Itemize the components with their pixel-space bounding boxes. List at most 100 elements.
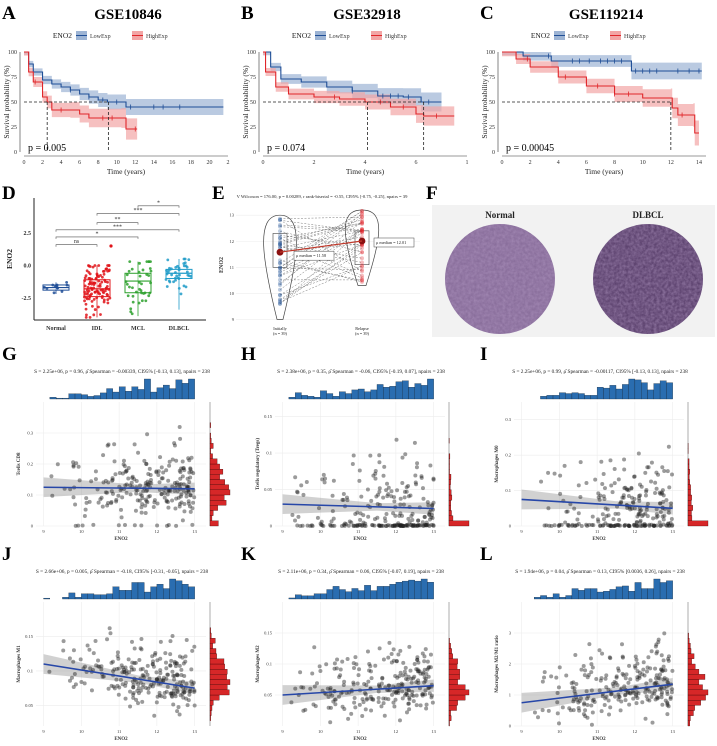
data-point bbox=[83, 290, 86, 294]
data-point bbox=[665, 700, 670, 705]
data-point bbox=[310, 671, 315, 676]
y-tick-label: 25 bbox=[489, 125, 495, 131]
data-point bbox=[650, 691, 655, 696]
data-point bbox=[85, 643, 90, 648]
data-point bbox=[130, 679, 135, 684]
data-point bbox=[653, 676, 658, 681]
data-point bbox=[151, 505, 156, 510]
histogram-bar-right bbox=[448, 694, 466, 701]
data-point bbox=[360, 279, 364, 284]
data-point bbox=[278, 236, 282, 241]
panel-letter: I bbox=[480, 344, 487, 365]
data-point bbox=[192, 495, 197, 500]
data-point bbox=[571, 708, 576, 713]
data-point bbox=[377, 523, 382, 528]
data-point bbox=[604, 695, 609, 700]
data-point bbox=[643, 523, 648, 528]
histogram-bar-right bbox=[687, 653, 695, 659]
data-point bbox=[360, 246, 364, 251]
histogram-bar-top bbox=[559, 392, 566, 400]
data-point bbox=[366, 679, 371, 684]
data-point bbox=[590, 710, 595, 715]
pair-line bbox=[279, 223, 363, 245]
chart-title: GSE10846 bbox=[94, 7, 162, 23]
data-point bbox=[398, 670, 403, 675]
y-tick-label: 0.2 bbox=[27, 462, 33, 467]
legend-label: LowExp bbox=[329, 34, 350, 40]
data-point bbox=[166, 258, 170, 262]
data-point bbox=[171, 691, 176, 696]
data-point bbox=[94, 663, 99, 668]
x-tick-label: Normal bbox=[46, 326, 66, 332]
data-point bbox=[115, 683, 120, 688]
data-point bbox=[386, 523, 391, 528]
data-point bbox=[349, 711, 354, 716]
data-point bbox=[130, 267, 134, 271]
histogram-bar-top bbox=[395, 582, 403, 600]
data-point bbox=[579, 667, 584, 672]
data-point bbox=[589, 523, 594, 528]
data-point bbox=[632, 506, 637, 511]
data-point bbox=[104, 286, 108, 290]
data-point bbox=[278, 217, 282, 222]
data-point bbox=[665, 523, 670, 528]
data-point bbox=[636, 691, 641, 696]
data-point bbox=[91, 651, 96, 656]
data-point bbox=[360, 697, 365, 702]
y-axis-label: Macrophages M2 bbox=[256, 645, 261, 683]
data-point bbox=[172, 481, 177, 486]
data-point bbox=[585, 715, 590, 720]
data-point bbox=[116, 523, 121, 528]
data-point bbox=[420, 672, 425, 677]
data-point bbox=[415, 667, 420, 672]
data-point bbox=[602, 703, 607, 708]
data-point bbox=[360, 227, 364, 232]
data-point bbox=[413, 524, 418, 528]
data-point bbox=[105, 443, 110, 448]
data-point bbox=[93, 264, 97, 267]
data-point bbox=[181, 689, 186, 694]
x-tick-label: 12 bbox=[668, 160, 674, 166]
data-point bbox=[331, 516, 336, 521]
data-point bbox=[71, 659, 76, 664]
data-point bbox=[632, 523, 637, 528]
data-point bbox=[415, 523, 420, 528]
data-point bbox=[626, 523, 631, 528]
data-point bbox=[76, 464, 81, 469]
data-point bbox=[169, 267, 173, 271]
data-point bbox=[420, 520, 425, 525]
data-point bbox=[585, 702, 590, 707]
data-point bbox=[661, 522, 666, 527]
data-point bbox=[142, 458, 147, 463]
y-tick-label: 2.5 bbox=[24, 231, 32, 237]
data-point bbox=[365, 649, 370, 654]
data-point bbox=[134, 697, 139, 702]
data-point bbox=[427, 510, 432, 515]
histogram-bar-right bbox=[687, 484, 691, 490]
data-point bbox=[188, 689, 193, 694]
data-point bbox=[400, 481, 405, 486]
x-tick-label: 0 bbox=[262, 160, 265, 166]
confidence-band bbox=[263, 52, 455, 127]
median-label-box bbox=[373, 237, 415, 248]
data-point bbox=[175, 274, 179, 278]
data-point bbox=[278, 270, 282, 275]
data-point bbox=[645, 465, 650, 470]
data-point bbox=[177, 468, 182, 473]
data-point bbox=[131, 294, 135, 298]
data-point bbox=[656, 472, 661, 477]
data-point bbox=[412, 662, 417, 667]
histogram-bar-top bbox=[81, 394, 88, 400]
x-tick-label: 11 bbox=[356, 729, 360, 734]
data-point bbox=[594, 677, 599, 682]
data-point bbox=[405, 677, 410, 682]
data-point bbox=[360, 273, 364, 278]
x-tick-label: 9 bbox=[42, 529, 45, 534]
data-point bbox=[655, 523, 660, 528]
data-point bbox=[660, 514, 665, 519]
data-point bbox=[637, 674, 642, 679]
data-point bbox=[566, 522, 571, 527]
data-point bbox=[100, 280, 104, 284]
x-tick-label: 11 bbox=[117, 529, 121, 534]
data-point bbox=[634, 520, 639, 525]
